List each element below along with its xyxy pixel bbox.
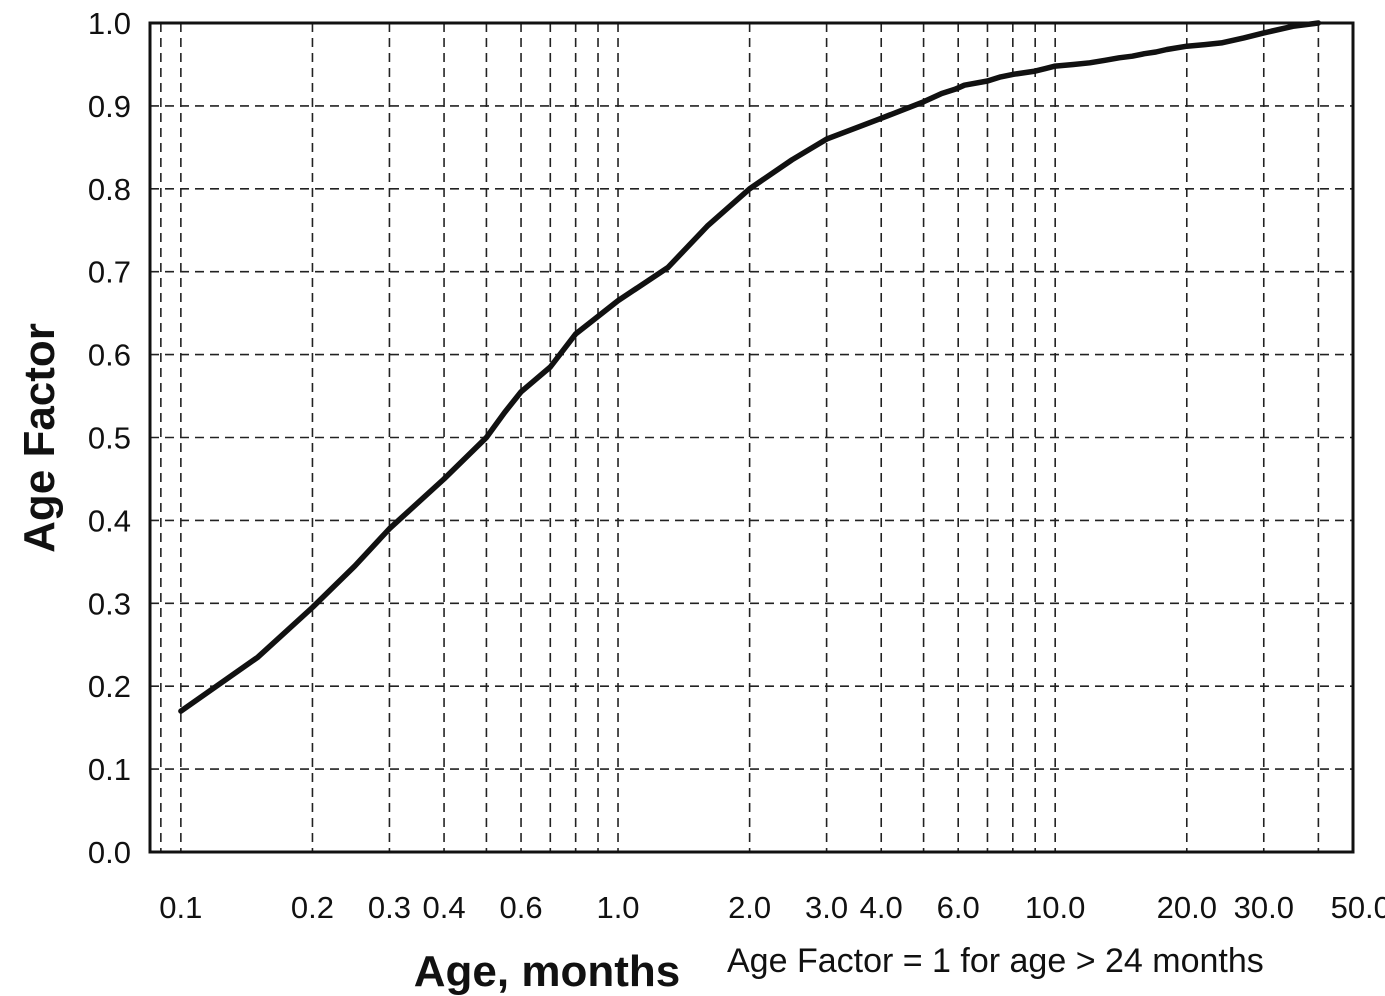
x-tick-label: 20.0 bbox=[1157, 890, 1217, 925]
y-tick-label: 0.5 bbox=[88, 421, 131, 456]
x-tick-label: 30.0 bbox=[1234, 890, 1294, 925]
y-axis-title: Age Factor bbox=[15, 323, 64, 553]
y-tick-labels: 0.0 0.1 0.2 0.3 0.4 0.5 0.6 0.7 0.8 0.9 1.0 bbox=[88, 6, 131, 870]
x-tick-label: 0.2 bbox=[291, 890, 334, 925]
x-tick-label: 50.0 bbox=[1331, 890, 1385, 925]
x-tick-label: 0.6 bbox=[499, 890, 542, 925]
y-tick-label: 0.9 bbox=[88, 89, 131, 124]
series-line bbox=[178, 20, 1322, 714]
x-tick-label: 3.0 bbox=[805, 890, 848, 925]
x-tick-label: 0.1 bbox=[159, 890, 202, 925]
x-tick-label: 4.0 bbox=[860, 890, 903, 925]
grid-lines bbox=[150, 23, 1353, 852]
x-tick-label: 6.0 bbox=[937, 890, 980, 925]
x-axis-title: Age, months bbox=[414, 947, 680, 996]
x-tick-label: 1.0 bbox=[596, 890, 639, 925]
y-tick-label: 0.7 bbox=[88, 255, 131, 290]
y-tick-label: 0.0 bbox=[88, 835, 131, 870]
y-tick-label: 0.2 bbox=[88, 669, 131, 704]
y-tick-label: 0.1 bbox=[88, 752, 131, 787]
y-tick-label: 0.3 bbox=[88, 586, 131, 621]
series-layer bbox=[178, 20, 1322, 714]
x-tick-label: 2.0 bbox=[728, 890, 771, 925]
y-tick-label: 1.0 bbox=[88, 6, 131, 41]
x-tick-label: 0.3 bbox=[368, 890, 411, 925]
age-factor-note: Age Factor = 1 for age > 24 months bbox=[727, 942, 1264, 980]
x-tick-label: 10.0 bbox=[1025, 890, 1085, 925]
y-tick-label: 0.4 bbox=[88, 503, 131, 538]
y-tick-label: 0.8 bbox=[88, 172, 131, 207]
plot-frame bbox=[148, 21, 1355, 854]
y-tick-label: 0.6 bbox=[88, 338, 131, 373]
x-tick-label: 0.4 bbox=[423, 890, 466, 925]
x-tick-labels: 0.1 0.2 0.3 0.4 0.6 1.0 2.0 3.0 4.0 6.0 10.0 20.0 30… bbox=[159, 890, 1385, 925]
